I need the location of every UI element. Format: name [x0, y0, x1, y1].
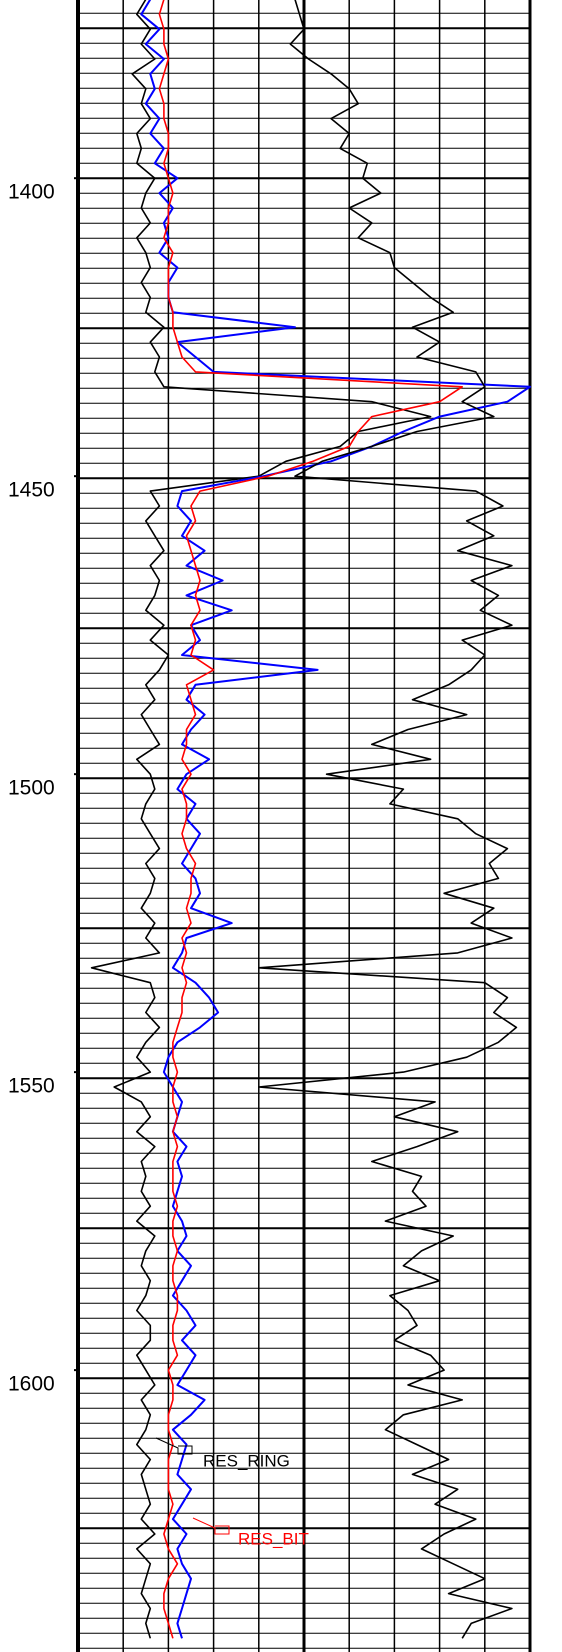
- label-flag: [192, 1517, 230, 1535]
- y-tick-label: 1400: [8, 181, 55, 204]
- y-tick-label: 1550: [8, 1075, 55, 1098]
- log-curve: [258, 0, 518, 1639]
- y-tick-label: 1500: [8, 777, 55, 800]
- y-tick-label: 1450: [8, 479, 55, 502]
- log-curve: [140, 0, 531, 1639]
- y-tick-label: 1600: [8, 1373, 55, 1396]
- legend-label: RES_RING: [203, 1451, 290, 1470]
- legend-label: RES_BIT: [238, 1529, 309, 1548]
- label-flag: [155, 1437, 193, 1455]
- log-curve: [158, 0, 463, 1639]
- log-curve: [90, 0, 432, 1639]
